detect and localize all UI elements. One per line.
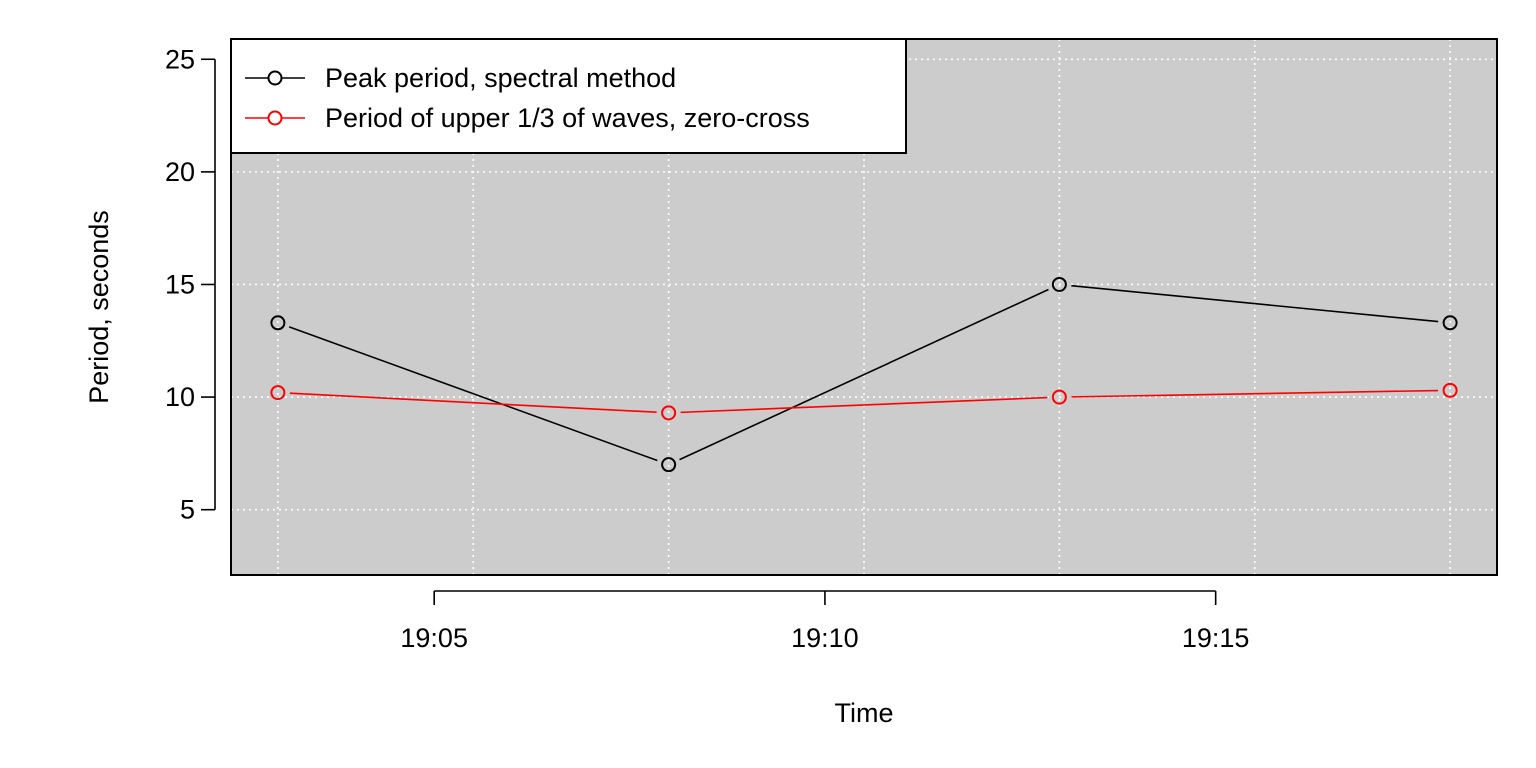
legend-marker-peak-period (267, 70, 283, 86)
series-layer (270, 276, 1458, 473)
series-0-point (1442, 315, 1458, 331)
y-tick-label: 25 (165, 44, 195, 74)
series-0-point (1051, 276, 1067, 292)
y-axis: 5 10 15 20 25 (165, 44, 216, 525)
series-1-point (1051, 389, 1067, 405)
series-1-segment (680, 396, 1048, 414)
series-1-segment (289, 392, 657, 414)
y-tick-label: 5 (180, 495, 195, 525)
legend-box (230, 38, 907, 154)
series-1-point (661, 405, 677, 421)
series-0-point (661, 457, 677, 473)
x-axis-label: Time (835, 698, 894, 728)
y-tick-label: 15 (165, 269, 195, 299)
series-0-segment (288, 326, 658, 462)
series-1-point (270, 385, 286, 401)
legend-label-upper-third-period: Period of upper 1/3 of waves, zero-cross (325, 103, 810, 133)
legend-label-peak-period: Peak period, spectral method (325, 63, 676, 93)
x-tick-label: 19:10 (791, 623, 859, 653)
series-1-segment (1071, 389, 1439, 398)
x-axis: 19:05 19:10 19:15 (400, 590, 1250, 653)
series-1-point (1442, 382, 1458, 398)
x-tick-label: 19:05 (400, 623, 468, 653)
y-tick-label: 20 (165, 157, 195, 187)
series-0-point (270, 315, 286, 331)
legend: Peak period, spectral method Period of u… (230, 38, 907, 154)
legend-marker-upper-third-period (267, 110, 283, 126)
y-axis-label: Period, seconds (84, 210, 114, 404)
y-tick-label: 10 (165, 382, 195, 412)
x-tick-label: 19:15 (1182, 623, 1250, 653)
series-0-segment (679, 288, 1049, 461)
series-0-segment (1071, 284, 1439, 323)
